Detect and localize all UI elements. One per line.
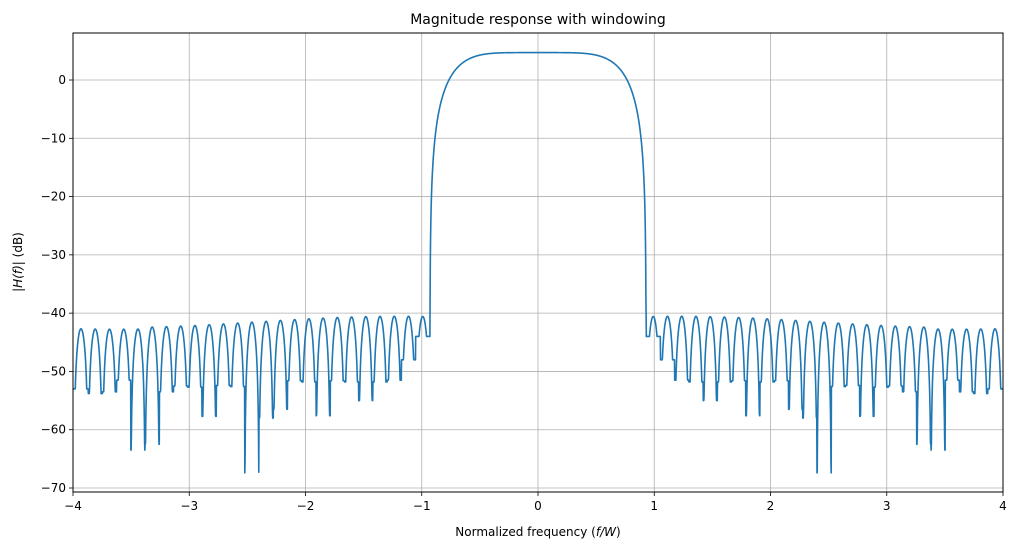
x-tick-label: −4 bbox=[64, 499, 82, 513]
x-tick-label: 3 bbox=[883, 499, 891, 513]
y-tick-label: −30 bbox=[41, 248, 66, 262]
x-tick-label: 4 bbox=[999, 499, 1007, 513]
y-tick-label: −60 bbox=[41, 423, 66, 437]
x-tick-label: 2 bbox=[767, 499, 775, 513]
y-tick-label: −40 bbox=[41, 306, 66, 320]
x-tick-label: −2 bbox=[297, 499, 315, 513]
x-tick-label: 0 bbox=[534, 499, 542, 513]
y-axis-ticks: 0 −10 −20 −30 −40 −50 −60 −70 bbox=[41, 73, 73, 495]
magnitude-response-line bbox=[73, 51, 1003, 474]
y-tick-label: −10 bbox=[41, 131, 66, 145]
y-tick-label: 0 bbox=[58, 73, 66, 87]
x-axis-label: Normalized frequency (f/W) bbox=[455, 525, 620, 539]
x-tick-label: −3 bbox=[180, 499, 198, 513]
y-tick-label: −50 bbox=[41, 364, 66, 378]
y-tick-label: −20 bbox=[41, 190, 66, 204]
x-tick-label: 1 bbox=[650, 499, 658, 513]
plot-area bbox=[73, 51, 1003, 474]
y-axis-label: |H(f)| (dB) bbox=[11, 232, 25, 292]
y-tick-label: −70 bbox=[41, 481, 66, 495]
x-axis-ticks: −4 −3 −2 −1 0 1 2 3 4 bbox=[64, 492, 1007, 513]
grid-lines bbox=[72, 33, 1004, 492]
x-tick-label: −1 bbox=[413, 499, 431, 513]
chart-title: Magnitude response with windowing bbox=[410, 12, 666, 28]
